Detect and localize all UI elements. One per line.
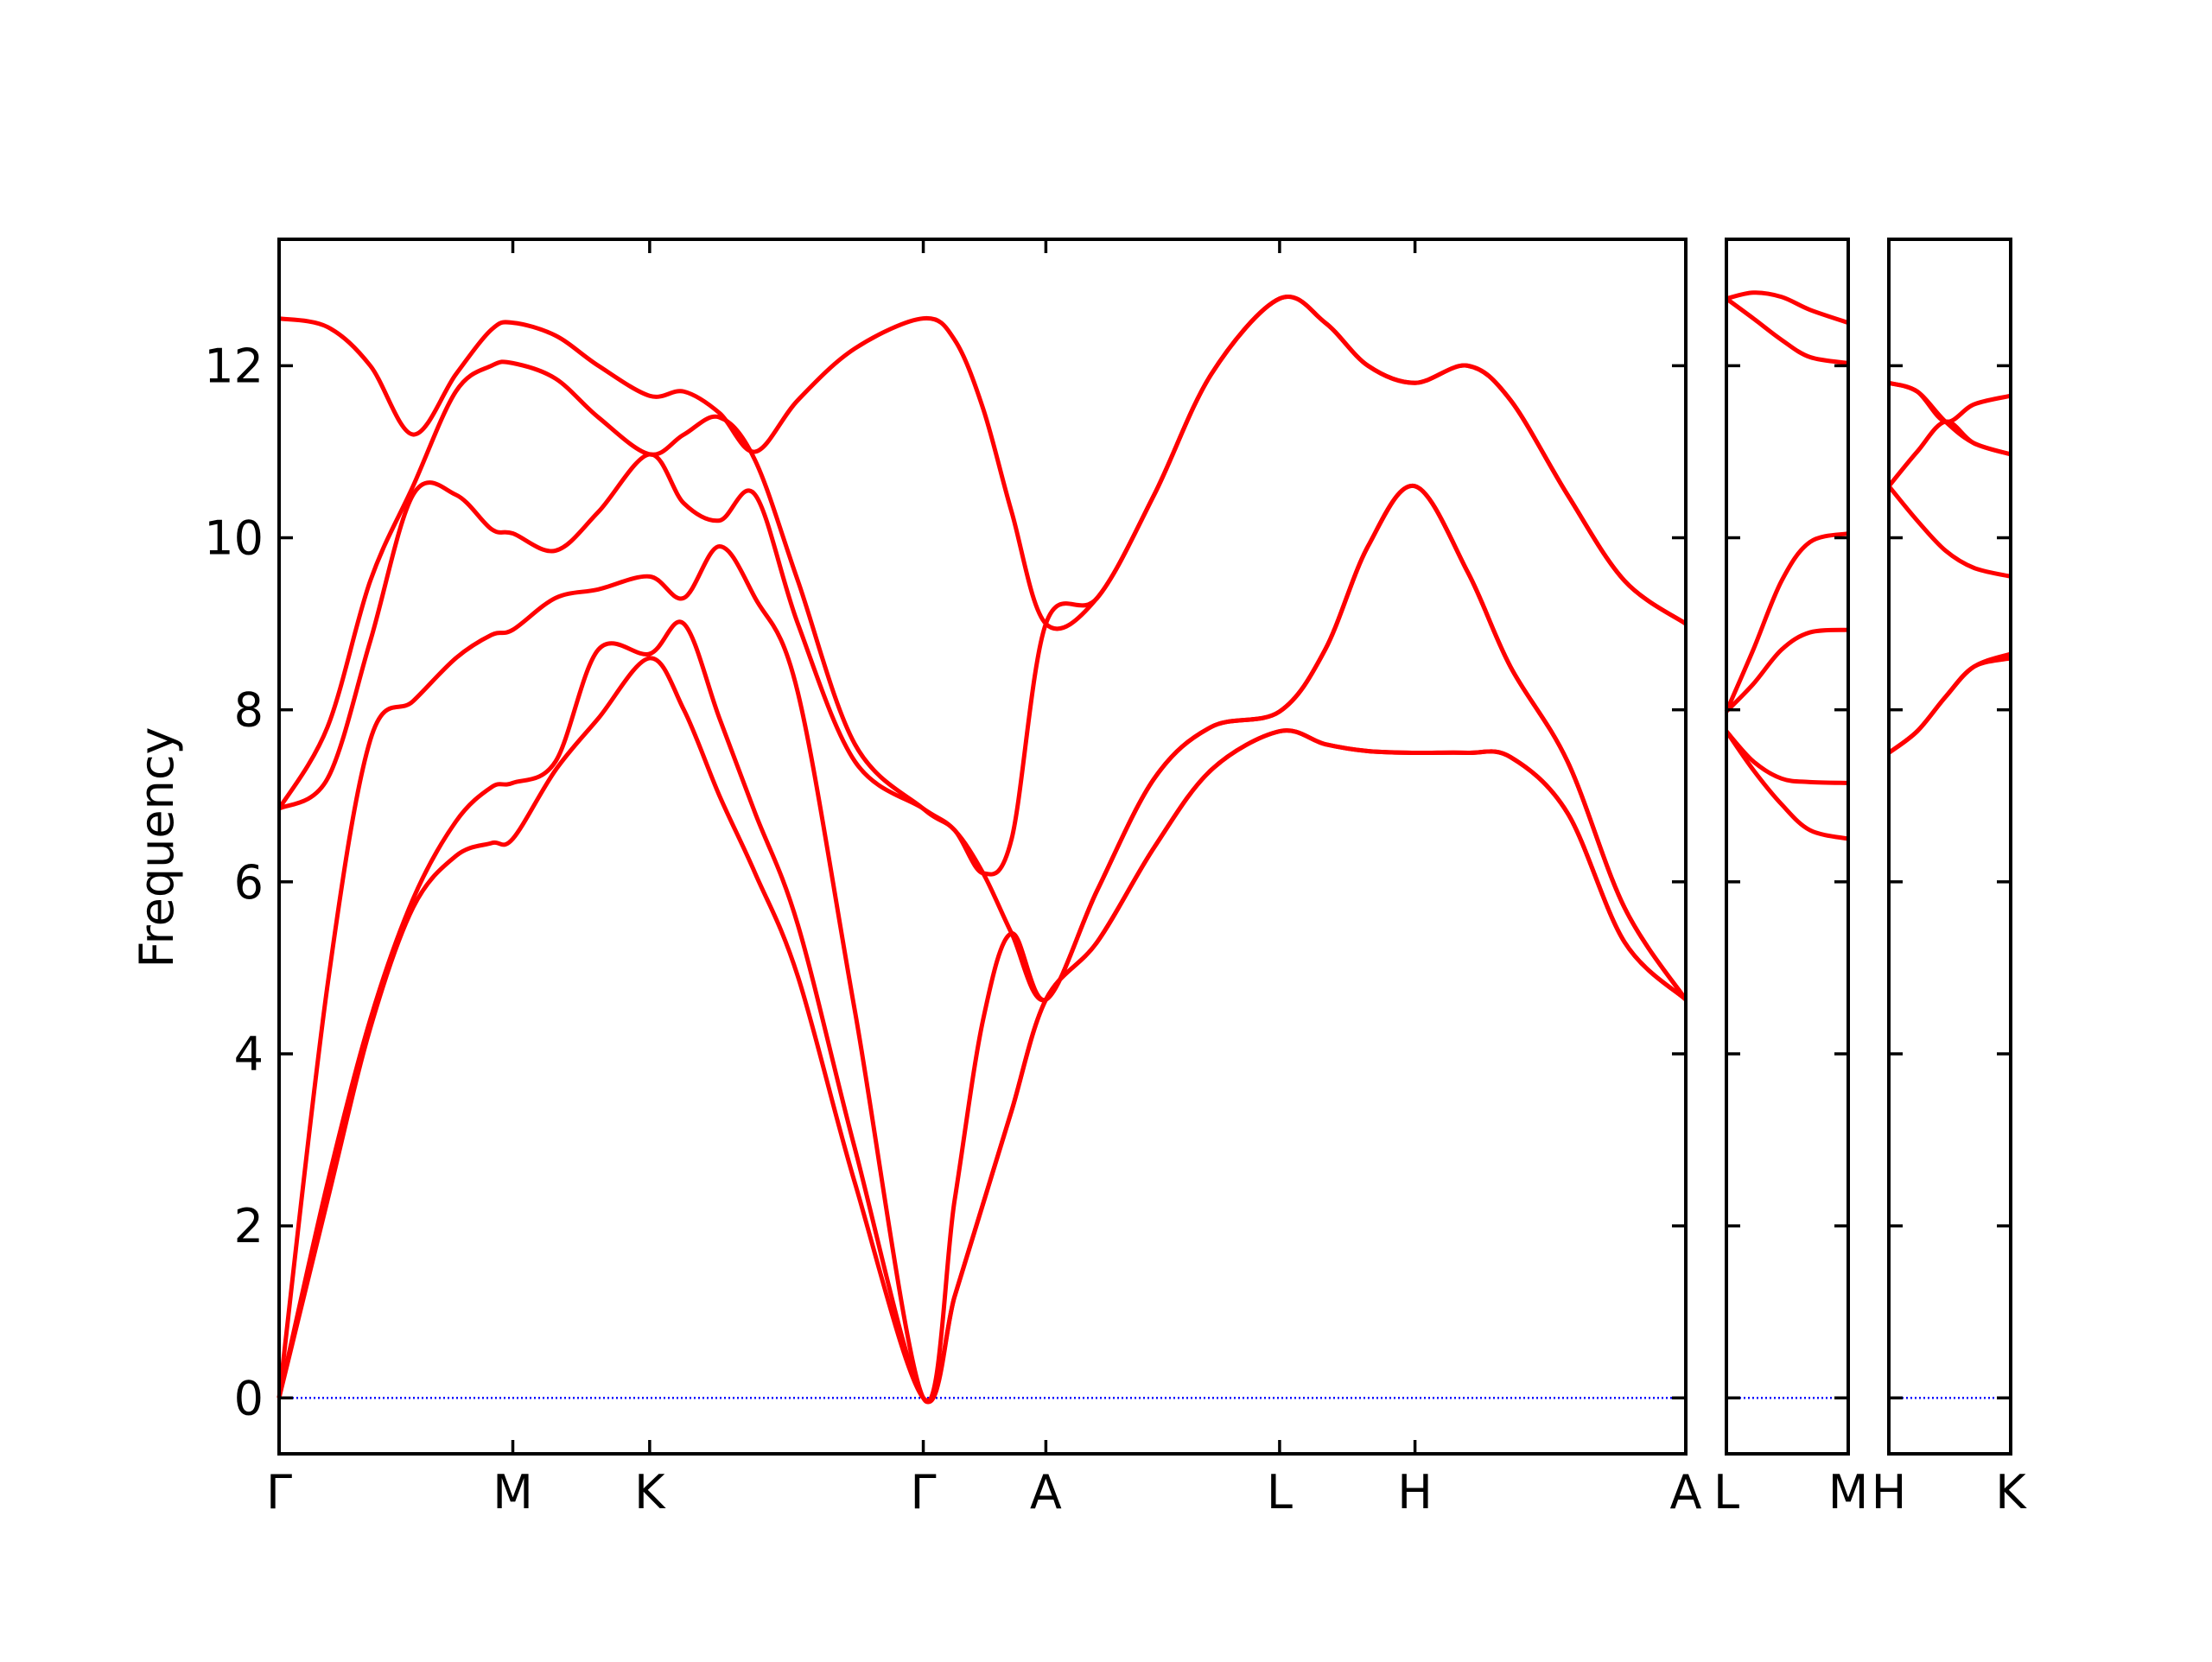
band-line — [1724, 531, 1849, 713]
x-tick-label: M — [493, 1465, 533, 1519]
band-line — [277, 452, 1688, 1003]
band-line — [1725, 296, 1849, 365]
y-tick-label: 6 — [234, 855, 264, 910]
x-tick-label: H — [1872, 1465, 1907, 1519]
x-tick-label: K — [1995, 1465, 2027, 1519]
y-tick-label: 2 — [234, 1199, 264, 1253]
band-line — [1726, 290, 1849, 325]
band-line — [1887, 419, 2012, 488]
band-line — [1888, 380, 2012, 424]
y-tick-label: 8 — [234, 683, 264, 738]
band-line — [1725, 729, 1849, 785]
band-line — [276, 619, 1688, 1405]
axes-frame — [1887, 238, 2012, 1456]
band-line — [1887, 485, 2012, 579]
x-tick-label: L — [1267, 1465, 1293, 1519]
band-line — [278, 295, 1688, 631]
axes-frame — [277, 238, 1688, 1456]
x-tick-label: M — [1828, 1465, 1869, 1519]
y-tick-label: 4 — [234, 1027, 264, 1082]
x-tick-label: A — [1670, 1465, 1702, 1519]
band-line — [1888, 380, 2012, 457]
x-tick-label: Γ — [266, 1465, 292, 1519]
y-axis-label: Frequency — [130, 727, 184, 968]
x-tick-label: Γ — [911, 1465, 937, 1519]
y-tick-label: 0 — [234, 1371, 264, 1425]
x-tick-label: L — [1713, 1465, 1739, 1519]
band-line — [1887, 651, 2012, 755]
x-tick-label: A — [1030, 1465, 1062, 1519]
axes-frame — [1725, 238, 1850, 1456]
x-tick-label: H — [1397, 1465, 1433, 1519]
band-line — [1724, 730, 1849, 841]
x-tick-label: K — [634, 1465, 666, 1519]
y-tick-label: 10 — [204, 511, 264, 566]
band-line — [1725, 627, 1849, 714]
y-tick-label: 12 — [204, 339, 264, 393]
band-line — [276, 484, 1688, 1404]
